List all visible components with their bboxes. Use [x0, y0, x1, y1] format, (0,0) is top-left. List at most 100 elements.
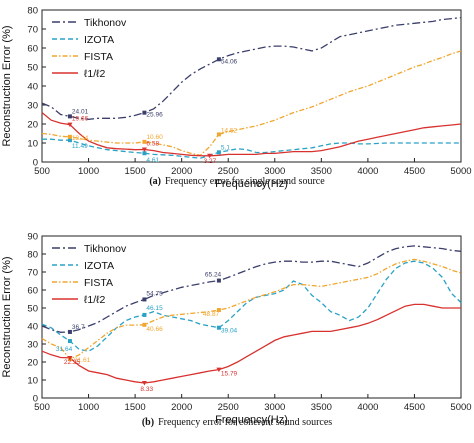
x-tick-label: 2000: [171, 402, 192, 413]
y-tick-label: 70: [27, 268, 38, 279]
x-tick-label: 1000: [78, 166, 99, 177]
y-tick-label: 70: [27, 25, 38, 36]
x-axis-label: Frequency(Hz): [215, 178, 288, 190]
legend-label-l1-l2: ℓ1/ℓ2: [84, 294, 106, 306]
data-label: 14.52: [221, 127, 238, 134]
data-label: 54.06: [221, 58, 238, 65]
y-axis-label: Reconstruction Error (%): [1, 25, 13, 146]
legend-label-tikhonov: Tikhonov: [84, 243, 127, 255]
data-point-marker: [142, 139, 147, 144]
legend-label-tikhonov: Tikhonov: [84, 17, 127, 29]
figure-caption: (b) Frequency error for coherent sound so…: [142, 417, 332, 428]
series-line-l1-l2: [41, 112, 462, 157]
legend-label-l1-l2: ℓ1/ℓ2: [84, 68, 106, 80]
data-label: 8.33: [140, 386, 153, 393]
data-label: 36.7: [72, 324, 85, 331]
y-tick-label: 60: [27, 44, 38, 55]
data-point-marker: [142, 297, 147, 302]
x-tick-label: 2500: [218, 402, 239, 413]
panel-b: 500 1000 1500 2000 2500 3000 3500 4000 4500 5000 0…: [1, 232, 472, 429]
legend-label-fista: FISTA: [84, 277, 113, 289]
data-label: 54.75: [146, 290, 163, 297]
y-tick-label: 40: [27, 322, 38, 333]
x-tick-label: 4500: [404, 166, 425, 177]
plot-area-frame: [41, 9, 462, 163]
y-tick-label: 20: [27, 358, 38, 369]
x-tick-label: 1500: [125, 402, 146, 413]
data-point-marker: [142, 322, 147, 327]
x-axis-label: Frequency(Hz): [215, 414, 288, 426]
x-tick-label: 500: [34, 402, 50, 413]
figure-caption: (a) Frequency error for single sound sour…: [149, 176, 325, 187]
data-point-marker: [67, 134, 72, 139]
data-point-marker: [216, 150, 221, 155]
data-label: 24.01: [72, 108, 89, 115]
data-label: 4.61: [146, 157, 159, 164]
data-label: 15.79: [221, 371, 238, 378]
series-line-l1-l2: [41, 303, 461, 384]
panel-a: 500 1000 1500 2000 2500 3000 3500 4000 4500 5000 0…: [1, 6, 472, 191]
series-line-izota: [41, 260, 462, 352]
x-tick-label: 4500: [404, 402, 425, 413]
data-label: 39.04: [221, 328, 238, 335]
data-point-marker: [216, 308, 221, 313]
data-label: 11.49: [72, 143, 88, 150]
data-label: 10.60: [146, 134, 163, 141]
data-label: 31.64: [56, 346, 73, 353]
x-tick-label: 2500: [218, 166, 239, 177]
data-label: 25.96: [146, 112, 163, 119]
data-label: 19.66: [72, 116, 89, 123]
data-label: 5.1: [221, 144, 230, 151]
y-tick-label: 40: [27, 82, 38, 93]
data-point-marker: [216, 132, 221, 137]
x-tick-label: 4000: [357, 166, 378, 177]
caption-panel-label: (a): [149, 176, 161, 187]
x-tick-label: 1000: [78, 402, 99, 413]
caption-text: Frequency error for single sound source: [165, 176, 325, 187]
x-tick-label: 4000: [357, 402, 378, 413]
y-tick-label: 0: [33, 394, 38, 405]
y-tick-label: 0: [33, 158, 38, 169]
y-tick-label: 90: [27, 232, 38, 243]
y-tick-label: 10: [27, 139, 38, 150]
data-point-marker: [67, 339, 72, 344]
y-tick-label: 30: [27, 340, 38, 351]
y-tick-label: 60: [27, 286, 38, 297]
data-point-marker: [216, 367, 222, 373]
y-tick-label: 80: [27, 250, 38, 261]
data-point-marker: [141, 147, 147, 152]
x-tick-label: 5000: [450, 402, 471, 413]
caption-panel-label: (b): [142, 417, 154, 428]
data-point-marker: [67, 122, 73, 128]
legend-label-izota: IZOTA: [84, 260, 114, 272]
y-tick-label: 50: [27, 304, 38, 315]
data-label: 13.24: [72, 135, 89, 142]
y-tick-label: 30: [27, 101, 38, 112]
data-point-marker: [142, 151, 147, 156]
legend-label-fista: FISTA: [84, 51, 113, 63]
data-point-marker: [141, 381, 147, 386]
x-tick-label: 2000: [171, 166, 192, 177]
data-label: 21.61: [74, 357, 91, 364]
plot-area-frame: [41, 235, 462, 399]
data-point-marker: [142, 312, 147, 317]
data-label: 22.25: [64, 359, 81, 366]
caption-text: Frequency error for coherent sound sourc…: [158, 417, 332, 428]
data-point-marker: [67, 138, 72, 143]
data-point-marker: [216, 57, 221, 62]
data-point-marker: [216, 278, 221, 283]
data-point-marker: [67, 329, 72, 334]
y-tick-label: 50: [27, 63, 38, 74]
x-tick-label: 500: [34, 166, 50, 177]
series-line-tikhonov: [41, 245, 462, 333]
series-line-fista: [41, 258, 462, 360]
y-axis-label: Reconstruction Error (%): [1, 256, 13, 377]
data-label: 40.66: [146, 326, 163, 333]
x-tick-label: 3500: [311, 166, 332, 177]
data-label: 46.15: [146, 305, 163, 312]
data-point-marker: [67, 355, 73, 361]
series-line-fista: [41, 50, 462, 157]
legend-label-izota: IZOTA: [84, 34, 114, 46]
y-tick-label: 80: [27, 6, 38, 17]
